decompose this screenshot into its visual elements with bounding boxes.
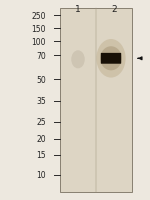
Text: 100: 100 [31, 38, 46, 46]
Text: 15: 15 [36, 151, 46, 159]
Text: 50: 50 [36, 76, 46, 84]
Text: 35: 35 [36, 97, 46, 105]
Text: 70: 70 [36, 52, 46, 60]
Text: 25: 25 [36, 118, 46, 126]
Ellipse shape [100, 47, 122, 71]
Text: 1: 1 [75, 5, 81, 14]
Text: 2: 2 [111, 5, 117, 14]
FancyBboxPatch shape [101, 54, 121, 64]
Text: 10: 10 [36, 171, 46, 179]
Text: 150: 150 [31, 25, 46, 33]
Ellipse shape [96, 40, 126, 78]
Bar [60, 9, 132, 192]
Ellipse shape [71, 51, 85, 69]
Text: 20: 20 [36, 135, 46, 143]
Text: 250: 250 [31, 12, 46, 20]
